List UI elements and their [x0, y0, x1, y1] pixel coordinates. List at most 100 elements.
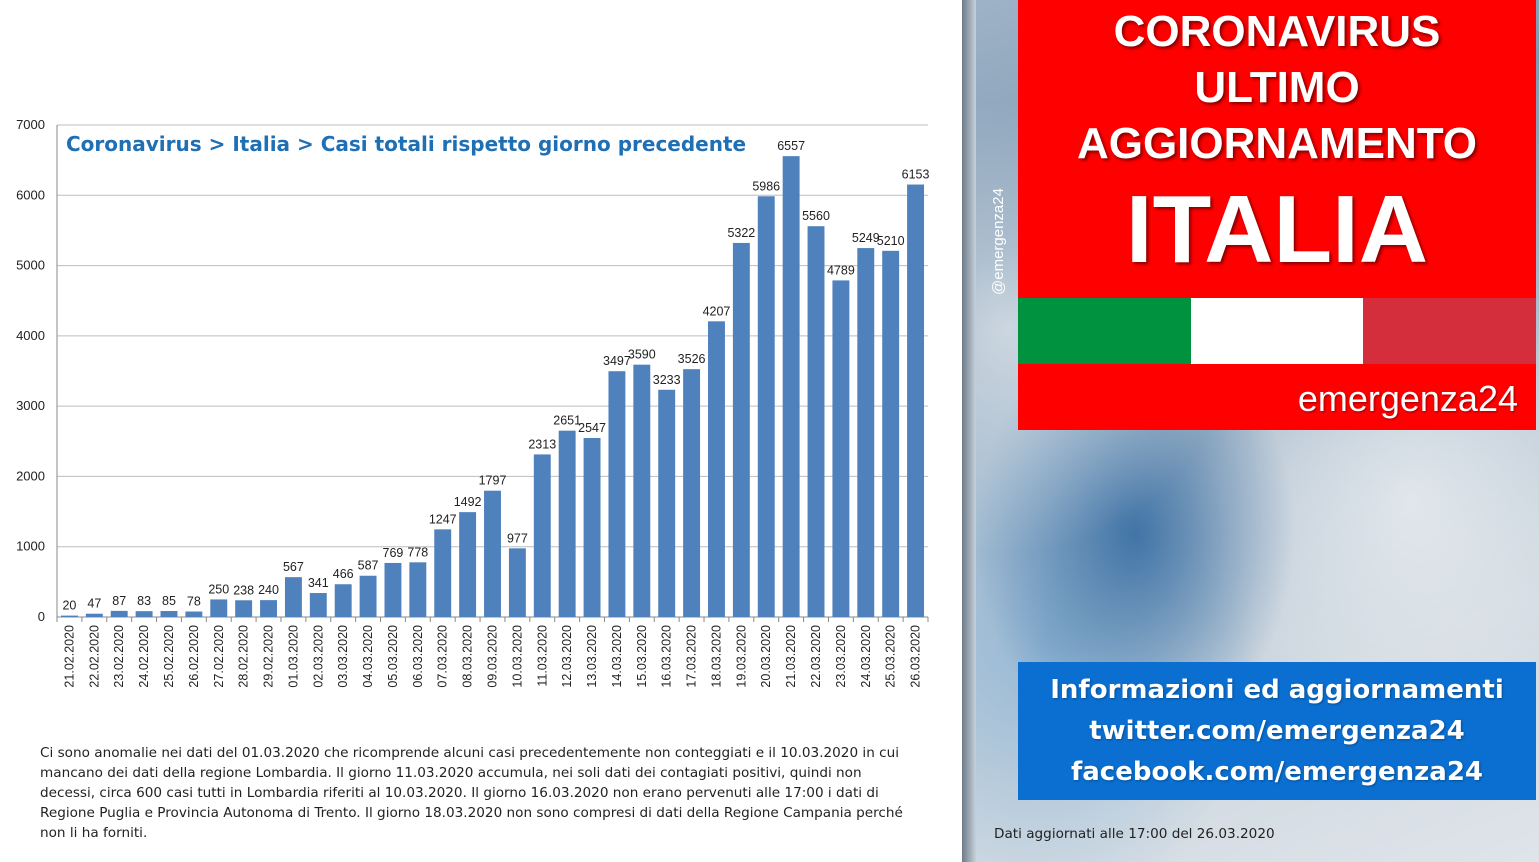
flag-green-stripe: [1018, 298, 1191, 364]
data-label: 2547: [578, 421, 606, 435]
bar: [807, 226, 825, 617]
x-tick-label: 02.03.2020: [311, 625, 325, 688]
bar: [185, 611, 203, 617]
bar: [508, 548, 526, 617]
bar: [832, 280, 850, 617]
y-tick-label: 0: [38, 609, 45, 624]
bar: [359, 575, 377, 617]
chart-panel: 0 1000 2000 3000 4000 5000 6000 7000 Coronavirus…: [16, 117, 930, 841]
brand-bar: emergenza24: [1018, 364, 1536, 430]
x-tick-label: 27.02.2020: [212, 625, 226, 688]
bar: [882, 250, 900, 617]
facebook-link[interactable]: facebook.com/emergenza24: [1070, 757, 1484, 787]
twitter-link[interactable]: twitter.com/emergenza24: [1089, 716, 1465, 746]
x-tick-label: 01.03.2020: [286, 625, 300, 688]
data-label: 341: [308, 576, 329, 590]
data-label: 47: [87, 597, 101, 611]
bar: [533, 454, 551, 617]
data-label: 5986: [752, 179, 780, 193]
bar: [782, 156, 800, 617]
y-tick-label: 6000: [16, 187, 45, 202]
x-tick-label: 11.03.2020: [535, 625, 549, 687]
bar: [135, 611, 153, 617]
bar: [459, 512, 477, 617]
x-tick-label: 04.03.2020: [361, 625, 375, 688]
info-heading: Informazioni ed aggiornamenti: [1050, 675, 1504, 705]
data-label: 250: [208, 582, 229, 596]
bar: [60, 615, 78, 617]
y-tick-label: 4000: [16, 328, 45, 343]
data-label: 238: [233, 583, 254, 597]
bar: [484, 490, 501, 617]
data-label: 87: [112, 594, 126, 608]
bar: [708, 321, 725, 617]
y-tick-label: 3000: [16, 398, 45, 413]
data-label: 3497: [603, 354, 631, 368]
data-label: 5210: [877, 234, 905, 248]
flag-red-stripe: [1363, 298, 1537, 364]
bar: [757, 196, 775, 617]
bar: [210, 599, 228, 617]
x-tick-label: 24.02.2020: [137, 625, 151, 688]
headline-country: ITALIA: [1125, 176, 1429, 283]
social-handle: @emergenza24: [990, 188, 1007, 295]
data-label: 6557: [777, 139, 805, 153]
data-label: 769: [383, 546, 404, 560]
bar: [434, 529, 452, 617]
x-tick-label: 28.02.2020: [237, 625, 251, 688]
data-label: 3590: [628, 348, 656, 362]
headline-line-3: AGGIORNAMENTO: [1076, 119, 1478, 168]
x-tick-label: 21.02.2020: [62, 625, 76, 688]
bar: [409, 562, 427, 617]
x-tick-label: 10.03.2020: [510, 625, 524, 688]
data-label: 1247: [429, 512, 457, 526]
x-tick-label: 21.03.2020: [784, 625, 798, 688]
data-label: 4207: [703, 304, 731, 318]
x-tick-label: 25.02.2020: [162, 625, 176, 688]
bar: [558, 430, 576, 617]
panel-edge: [962, 0, 976, 862]
data-label: 85: [162, 594, 176, 608]
y-tick-label: 2000: [16, 468, 45, 483]
bar-chart: 0 1000 2000 3000 4000 5000 6000 7000 Coronavirus…: [16, 117, 930, 688]
x-tick-label: 03.03.2020: [336, 625, 350, 688]
bar: [235, 600, 253, 617]
data-label: 1797: [479, 474, 507, 488]
data-label: 5560: [802, 209, 830, 223]
x-tick-label: 20.03.2020: [759, 625, 773, 688]
headline-line-2: ULTIMO: [1194, 63, 1360, 112]
bar: [85, 613, 103, 617]
x-tick-label: 23.03.2020: [834, 625, 848, 688]
brand-name: emergenza24: [1297, 378, 1518, 419]
data-label: 466: [333, 567, 354, 581]
x-tick-label: 22.03.2020: [809, 625, 823, 688]
bar: [384, 562, 402, 617]
flag-white-stripe: [1190, 298, 1364, 364]
x-tick-label: 15.03.2020: [635, 625, 649, 688]
x-tick-label: 23.02.2020: [112, 625, 126, 688]
x-tick-label: 22.02.2020: [87, 625, 101, 688]
bar: [309, 593, 327, 617]
y-tick-label: 7000: [16, 117, 45, 132]
x-tick-label: 29.02.2020: [262, 625, 276, 688]
data-label: 4789: [827, 263, 855, 277]
data-label: 567: [283, 560, 304, 574]
update-timestamp: Dati aggiornati alle 17:00 del 26.03.202…: [994, 826, 1275, 842]
bar: [583, 437, 601, 617]
x-tick-label: 12.03.2020: [560, 625, 574, 688]
data-label: 2651: [553, 414, 581, 428]
bar: [260, 600, 277, 617]
data-label: 1492: [454, 495, 482, 509]
bar: [334, 584, 352, 617]
bar: [110, 610, 128, 617]
chart-title: Coronavirus > Italia > Casi totali rispe…: [66, 132, 746, 156]
bar: [633, 364, 651, 617]
y-tick-label: 5000: [16, 258, 45, 273]
data-label: 3233: [653, 373, 681, 387]
headline-banner: CORONAVIRUS ULTIMO AGGIORNAMENTO ITALIA: [1018, 0, 1536, 298]
y-tick-label: 1000: [16, 539, 45, 554]
data-label: 587: [358, 559, 379, 573]
data-label: 6153: [902, 168, 930, 182]
italian-flag: [1018, 298, 1537, 364]
x-tick-label: 06.03.2020: [411, 625, 425, 688]
